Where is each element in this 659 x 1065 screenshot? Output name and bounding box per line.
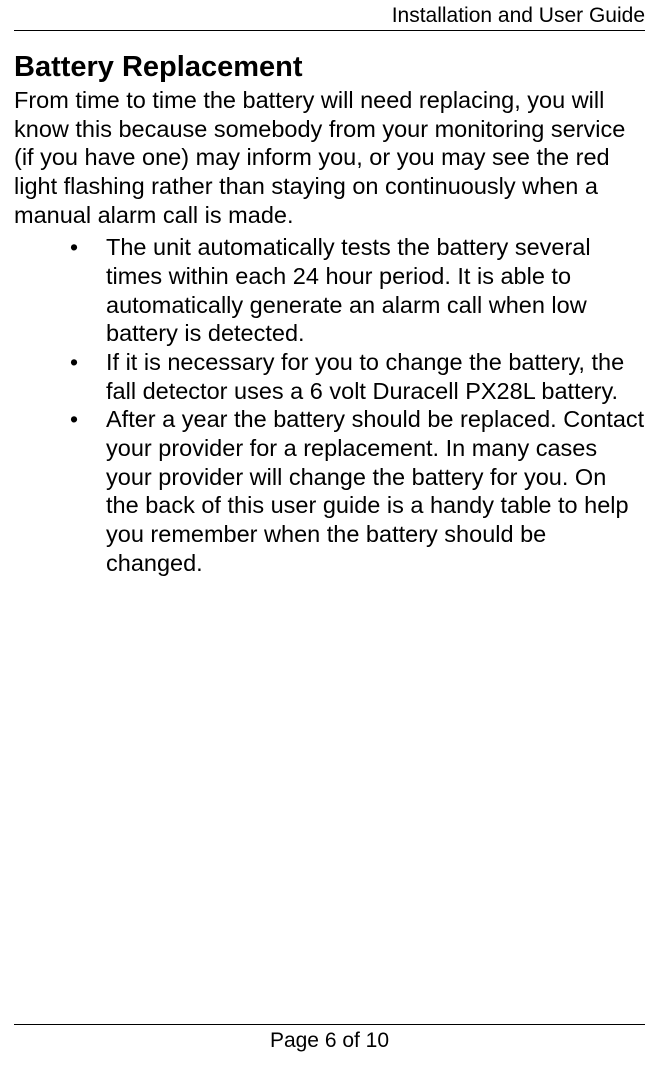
- list-item: The unit automatically tests the battery…: [70, 233, 645, 348]
- header-title: Installation and User Guide: [392, 4, 645, 27]
- list-item: If it is necessary for you to change the…: [70, 348, 645, 405]
- document-page: Installation and User Guide Battery Repl…: [0, 0, 659, 1065]
- bullet-list: The unit automatically tests the battery…: [14, 233, 645, 577]
- page-footer: Page 6 of 10: [14, 1024, 645, 1065]
- list-item: After a year the battery should be repla…: [70, 405, 645, 577]
- intro-paragraph: From time to time the battery will need …: [14, 86, 645, 229]
- section-heading: Battery Replacement: [14, 51, 645, 84]
- page-content: Battery Replacement From time to time th…: [14, 31, 645, 1024]
- page-header: Installation and User Guide: [14, 0, 645, 31]
- page-number: Page 6 of 10: [270, 1029, 389, 1052]
